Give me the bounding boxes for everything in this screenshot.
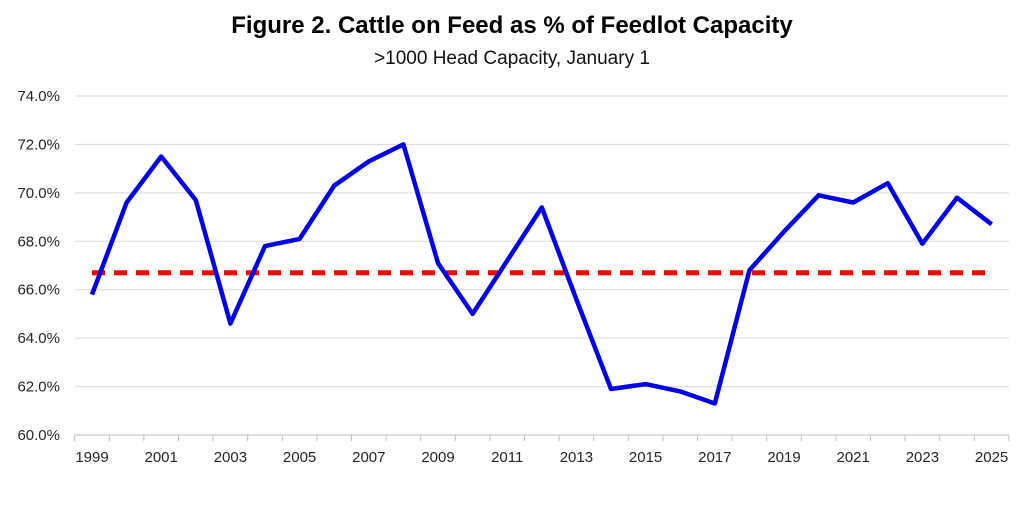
y-axis-tick-label: 72.0%: [17, 136, 60, 153]
cattle-on-feed-series-line: [89, 142, 993, 406]
chart-subtitle: >1000 Head Capacity, January 1: [374, 48, 650, 69]
x-axis-tick-label: 2023: [906, 449, 939, 466]
x-axis-tick-label: 1999: [75, 449, 108, 466]
y-axis-tick-label: 64.0%: [17, 330, 60, 347]
x-axis-tick-label: 2007: [352, 449, 385, 466]
x-axis-tick-label: 2025: [975, 449, 1008, 466]
y-axis-tick-label: 74.0%: [17, 88, 60, 105]
x-axis-tick-label: 2003: [214, 449, 247, 466]
x-axis-tick-label: 2005: [283, 449, 316, 466]
x-axis-tick-label: 2015: [629, 449, 662, 466]
x-axis-tick-label: 2001: [145, 449, 178, 466]
x-axis-tick-label: 2011: [491, 449, 523, 466]
x-axis-tick-label: 2021: [837, 449, 870, 466]
chart-title: Figure 2. Cattle on Feed as % of Feedlot…: [231, 12, 793, 39]
y-axis-tick-label: 66.0%: [17, 282, 60, 299]
x-axis-tick-label: 2013: [560, 449, 593, 466]
y-axis-tick-label: 70.0%: [17, 185, 60, 202]
y-axis-tick-label: 62.0%: [17, 379, 60, 396]
x-axis-tick-label: 2009: [421, 449, 454, 466]
y-axis-tick-label: 68.0%: [17, 233, 60, 250]
x-axis-tick-label: 2019: [767, 449, 800, 466]
x-axis-tick-label: 2017: [698, 449, 731, 466]
y-axis-tick-label: 60.0%: [17, 427, 60, 444]
